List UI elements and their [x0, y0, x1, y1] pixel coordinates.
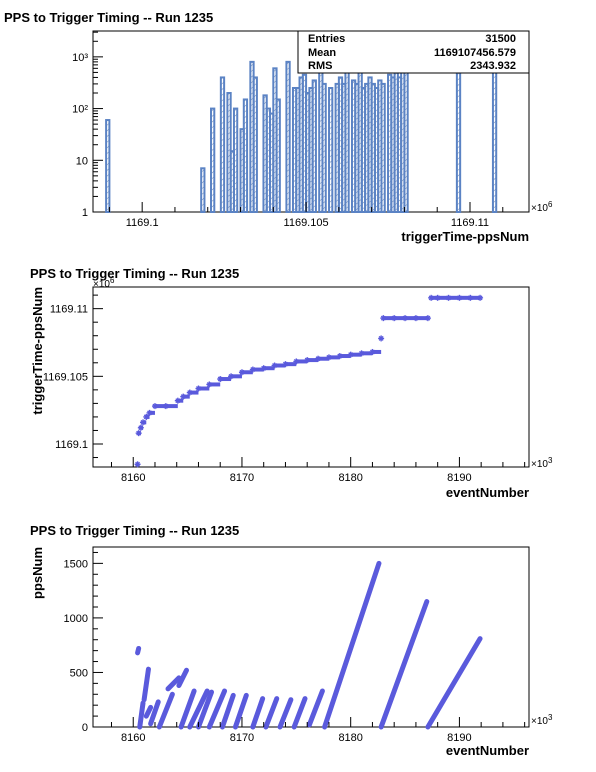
scatter-time-x-axis-label: eventNumber [446, 485, 529, 500]
scatter-pps-segment [263, 696, 280, 730]
scatter-pps-segment [206, 688, 228, 730]
histogram-x-tick-label: 1169.105 [284, 217, 329, 229]
stats-entries-label: Entries [308, 33, 345, 45]
stats-rms-value: 2343.932 [470, 60, 516, 72]
scatter-time-x-tick-label: 8170 [230, 472, 254, 484]
scatter-pps-y-tick-label: 0 [82, 722, 88, 734]
histogram-x-ticks: 1169.1 1169.105 1169.11 [108, 202, 504, 229]
scatter-pps-segment [143, 704, 154, 719]
scatter-pps-segment [291, 696, 308, 730]
scatter-pps-panel: PPS to Trigger Timing -- Run 1235 0 500 10… [30, 523, 553, 758]
scatter-pps-segment [232, 692, 249, 730]
histogram-bar [328, 86, 334, 213]
scatter-time-y-tick-label: 1169.105 [43, 371, 88, 383]
scatter-pps-segment [165, 675, 182, 692]
scatter-time-point [378, 335, 385, 342]
scatter-pps-segment [306, 688, 325, 728]
histogram-bar [242, 98, 249, 213]
scatter-time-y-tick-label: 1169.11 [50, 304, 88, 316]
histogram-bar [105, 119, 111, 213]
scatter-pps-y-axis-label: ppsNum [30, 547, 45, 599]
scatter-pps-title: PPS to Trigger Timing -- Run 1235 [30, 523, 239, 538]
scatter-time-x-tick-label: 8180 [338, 472, 362, 484]
stats-mean-label: Mean [308, 47, 336, 59]
histogram-bar [210, 107, 216, 213]
histogram-panel: PPS to Trigger Timing -- Run 1235 1 10 10²… [4, 10, 553, 244]
histogram-x-multiplier: ×106 [531, 200, 553, 214]
histogram-bar [232, 107, 239, 213]
scatter-pps-segment [187, 688, 210, 730]
scatter-time-y-tick-label: 1169.1 [55, 439, 88, 451]
scatter-pps-segment [156, 691, 175, 730]
histogram-y-ticks: 1 10 10² 10³ [72, 31, 103, 219]
scatter-time-x-multiplier: ×103 [531, 456, 553, 470]
scatter-pps-segment [176, 667, 190, 689]
scatter-pps-segment [277, 697, 294, 730]
scatter-pps-x-tick-label: 8190 [447, 732, 471, 744]
scatter-pps-y-ticks: 0 500 1000 1500 [64, 551, 103, 734]
stats-box-frame [297, 30, 530, 74]
stats-mean-value: 1169107456.579 [434, 47, 516, 59]
scatter-time-points [134, 294, 484, 468]
scatter-pps-x-multiplier: ×103 [531, 713, 553, 727]
scatter-pps-frame [92, 546, 530, 728]
histogram-bar [275, 98, 281, 213]
scatter-pps-segment [141, 666, 151, 703]
scatter-pps-segment [322, 560, 382, 730]
scatter-pps-segment [137, 700, 146, 730]
scatter-pps-segment [378, 599, 430, 730]
histogram-title: PPS to Trigger Timing -- Run 1235 [4, 10, 213, 25]
stats-entries-value: 31500 [485, 33, 516, 45]
histogram-bar [321, 82, 327, 213]
scatter-time-y-axis-label: triggerTime-ppsNum [30, 287, 45, 415]
histogram-x-tick-label: 1169.11 [451, 217, 489, 229]
scatter-pps-x-ticks: 8160 8170 8180 8190 [110, 717, 526, 744]
histogram-bar [344, 67, 350, 213]
histogram-y-tick-label: 10 [76, 155, 88, 167]
scatter-time-y-multiplier: ×106 [93, 276, 115, 290]
histogram-y-tick-label: 1 [82, 207, 88, 219]
scatter-pps-x-tick-label: 8170 [230, 732, 254, 744]
scatter-pps-segment [219, 692, 236, 730]
scatter-pps-y-tick-label: 1000 [64, 613, 88, 625]
histogram-bar [285, 60, 291, 213]
scatter-time-x-tick-label: 8190 [447, 472, 471, 484]
histogram-bar [311, 79, 317, 214]
histogram-bar [455, 63, 462, 214]
scatter-pps-segment [195, 689, 215, 730]
scatter-pps-x-tick-label: 8180 [338, 732, 362, 744]
histogram-bar [491, 63, 498, 214]
scatter-time-panel: PPS to Trigger Timing -- Run 1235 1169.1… [30, 266, 553, 500]
histogram-bar [252, 76, 258, 213]
scatter-pps-segment [135, 645, 142, 656]
stats-box: Entries 31500 Mean 1169107456.579 RMS 23… [297, 30, 530, 74]
scatter-pps-y-tick-label: 500 [70, 667, 88, 679]
scatter-pps-x-tick-label: 8160 [121, 732, 145, 744]
scatter-pps-segment [250, 696, 266, 730]
histogram-bar [403, 53, 409, 213]
scatter-time-frame [92, 286, 530, 468]
scatter-pps-x-axis-label: eventNumber [446, 743, 529, 758]
scatter-pps-segment [148, 699, 161, 727]
histogram-bar [380, 82, 386, 213]
histogram-bars [105, 53, 498, 214]
scatter-time-point [134, 461, 141, 468]
histogram-x-tick-label: 1169.1 [126, 217, 159, 229]
scatter-pps-y-tick-label: 1500 [64, 558, 88, 570]
histogram-y-tick-label: 10³ [72, 52, 88, 64]
histogram-x-axis-label: triggerTime-ppsNum [401, 229, 529, 244]
scatter-time-y-ticks: 1169.1 1169.105 1169.11 [43, 294, 103, 459]
scatter-pps-segment [178, 688, 197, 730]
histogram-y-tick-label: 10² [72, 104, 88, 116]
scatter-time-title: PPS to Trigger Timing -- Run 1235 [30, 266, 239, 281]
scatter-time-x-ticks: 8160 8170 8180 8190 [110, 457, 526, 484]
scatter-pps-points [135, 560, 483, 730]
histogram-bar [200, 167, 206, 213]
scatter-time-x-tick-label: 8160 [121, 472, 145, 484]
histogram-bar [219, 76, 226, 213]
scatter-pps-segment [425, 636, 483, 730]
stats-rms-label: RMS [308, 60, 332, 72]
